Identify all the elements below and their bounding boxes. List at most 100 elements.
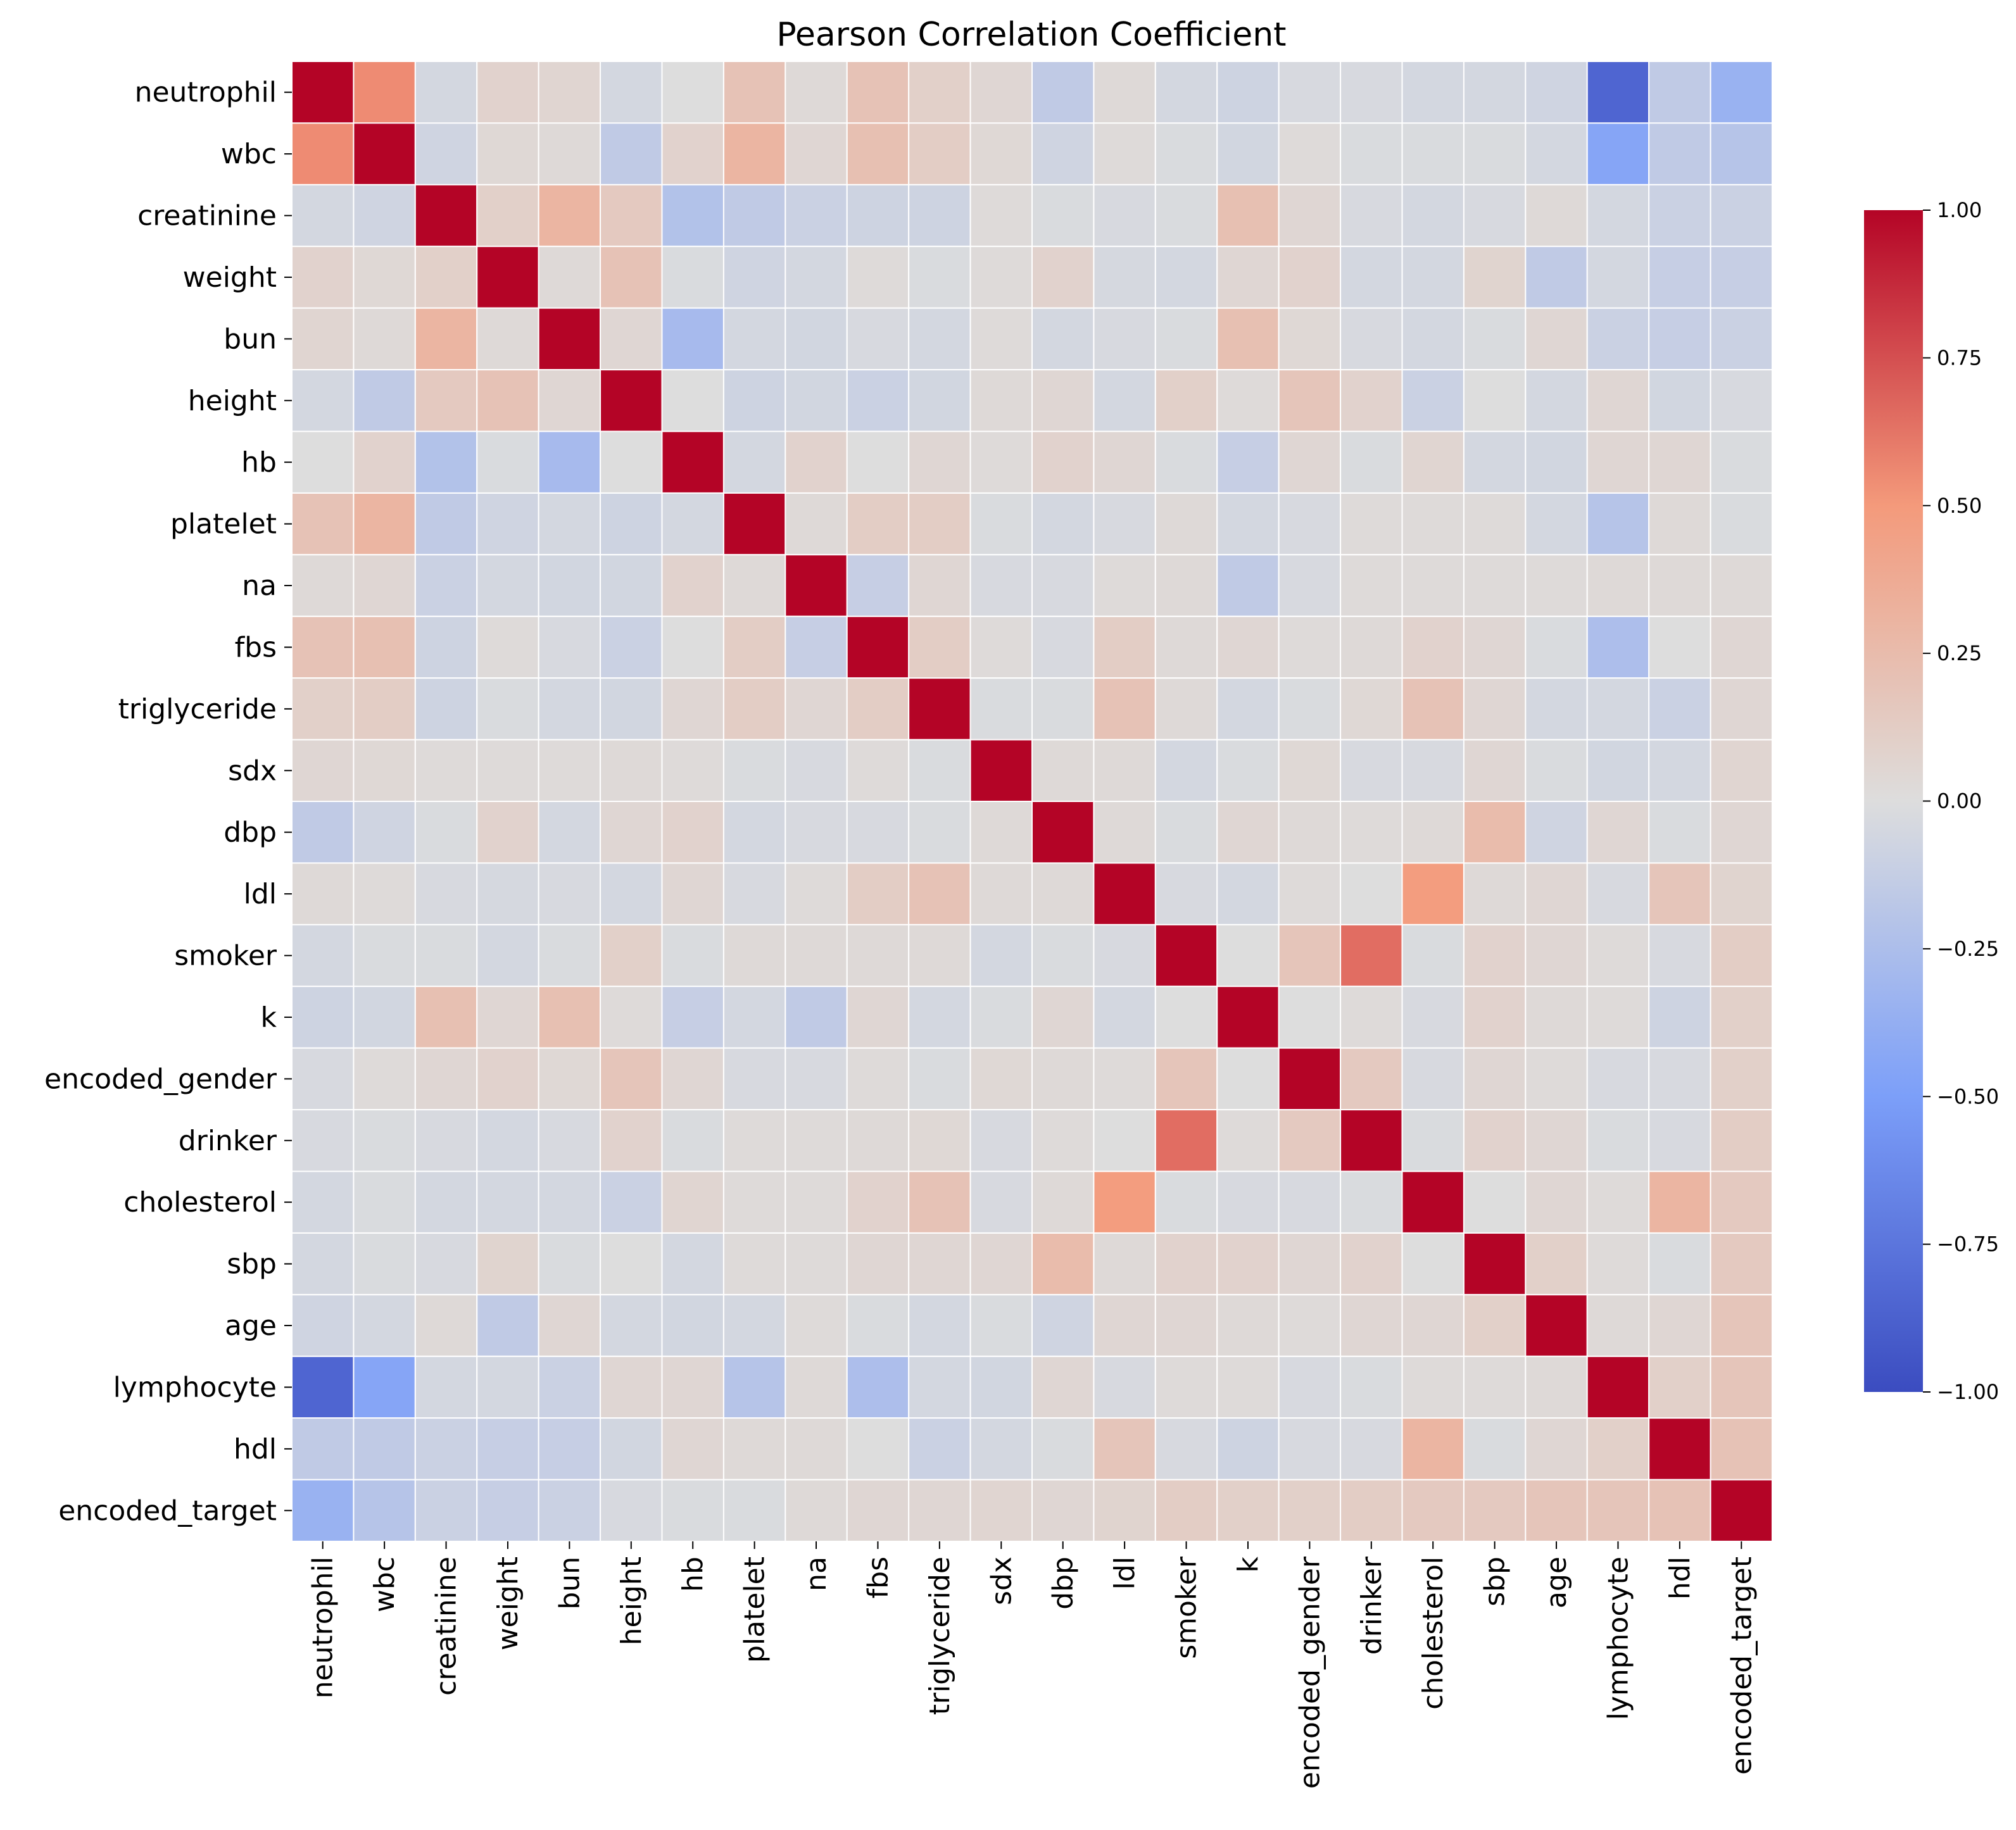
heatmap-cell-encoded_target-sbp bbox=[1463, 1479, 1527, 1543]
heatmap-cell-ldl-hdl bbox=[1648, 862, 1711, 925]
heatmap-cell-bun-sdx bbox=[969, 307, 1033, 371]
row-label-dbp: dbp bbox=[224, 817, 277, 849]
heatmap-cell-creatinine-hdl bbox=[1648, 184, 1711, 248]
row-labels: neutrophil wbc creatinine weight bun height hb… bbox=[44, 77, 292, 1527]
heatmap-cell-drinker-triglyceride bbox=[908, 1109, 971, 1172]
heatmap-cell-hdl-ldl bbox=[1093, 1417, 1156, 1481]
row-label-sbp: sbp bbox=[227, 1248, 277, 1281]
heatmap-cell-weight-encoded_target bbox=[1710, 246, 1773, 309]
heatmap-cell-age-wbc bbox=[353, 1294, 416, 1357]
heatmap-cell-na-hdl bbox=[1648, 554, 1711, 617]
row-label-sdx: sdx bbox=[228, 755, 277, 787]
heatmap-cell-na-creatinine bbox=[414, 554, 478, 617]
column-label-encoded_target: encoded_target bbox=[1725, 1557, 1758, 1775]
colorbar-tick-label: 0.00 bbox=[1937, 789, 1982, 813]
heatmap-cell-drinker-fbs bbox=[846, 1109, 910, 1172]
heatmap-cell-k-encoded_target bbox=[1710, 986, 1773, 1049]
heatmap-cell-bun-hdl bbox=[1648, 307, 1711, 371]
heatmap-cell-height-ldl bbox=[1093, 369, 1156, 432]
heatmap-cell-lymphocyte-encoded_target bbox=[1710, 1355, 1773, 1419]
heatmap-cell-creatinine-lymphocyte bbox=[1586, 184, 1650, 248]
heatmap-cell-dbp-encoded_target bbox=[1710, 801, 1773, 864]
heatmap-cell-hb-dbp bbox=[1031, 430, 1095, 494]
heatmap-cell-ldl-triglyceride bbox=[908, 862, 971, 925]
heatmap-cell-wbc-hdl bbox=[1648, 122, 1711, 185]
row-label-drinker: drinker bbox=[179, 1125, 277, 1157]
heatmap-cell-weight-encoded_gender bbox=[1278, 246, 1342, 309]
heatmap-cell-ldl-dbp bbox=[1031, 862, 1095, 925]
heatmap-cell-cholesterol-encoded_target bbox=[1710, 1170, 1773, 1234]
heatmap-cell-encoded_gender-drinker bbox=[1340, 1047, 1403, 1111]
heatmap-cell-encoded_gender-encoded_target bbox=[1710, 1047, 1773, 1111]
column-label-wbc: wbc bbox=[369, 1557, 401, 1612]
colorbar-ticks: 1.00 0.75 0.50 0.25 0.00 −0.25 −0.50 −0.75 −1.00 bbox=[1923, 198, 1999, 1404]
heatmap-cell-triglyceride-smoker bbox=[1154, 677, 1218, 741]
heatmap-cell-encoded_target-neutrophil bbox=[291, 1479, 355, 1543]
heatmap-cell-weight-drinker bbox=[1340, 246, 1403, 309]
heatmap-cell-smoker-na bbox=[784, 924, 848, 987]
heatmap-cell-neutrophil-platelet bbox=[722, 61, 786, 124]
row-label-wbc: wbc bbox=[221, 138, 277, 170]
heatmap-cell-lymphocyte-na bbox=[784, 1355, 848, 1419]
heatmap-cell-bun-weight bbox=[476, 307, 539, 371]
heatmap-cell-age-encoded_gender bbox=[1278, 1294, 1342, 1357]
heatmap-cell-height-k bbox=[1216, 369, 1280, 432]
heatmap-cell-k-smoker bbox=[1154, 986, 1218, 1049]
heatmap-cell-smoker-ldl bbox=[1093, 924, 1156, 987]
heatmap-cell-bun-hb bbox=[661, 307, 724, 371]
heatmap-cell-sbp-age bbox=[1525, 1232, 1588, 1296]
heatmap-cell-height-encoded_gender bbox=[1278, 369, 1342, 432]
heatmap-cell-sbp-hdl bbox=[1648, 1232, 1711, 1296]
heatmap-cell-dbp-drinker bbox=[1340, 801, 1403, 864]
heatmap-cell-sdx-ldl bbox=[1093, 739, 1156, 802]
heatmap-cell-k-triglyceride bbox=[908, 986, 971, 1049]
heatmap-cell-fbs-sdx bbox=[969, 615, 1033, 679]
row-label-hdl: hdl bbox=[234, 1433, 277, 1465]
heatmap-cell-weight-ldl bbox=[1093, 246, 1156, 309]
heatmap-cell-ldl-encoded_target bbox=[1710, 862, 1773, 925]
heatmap-cell-creatinine-sbp bbox=[1463, 184, 1527, 248]
heatmap-cell-age-hdl bbox=[1648, 1294, 1711, 1357]
heatmap-cell-sbp-hb bbox=[661, 1232, 724, 1296]
heatmap-cell-weight-triglyceride bbox=[908, 246, 971, 309]
heatmap-cell-encoded_gender-cholesterol bbox=[1401, 1047, 1465, 1111]
heatmap-cell-drinker-height bbox=[600, 1109, 663, 1172]
row-label-triglyceride: triglyceride bbox=[118, 693, 277, 725]
heatmap-cell-creatinine-bun bbox=[538, 184, 602, 248]
heatmap-cell-drinker-neutrophil bbox=[291, 1109, 355, 1172]
heatmap-cell-height-height bbox=[600, 369, 663, 432]
heatmap-cell-smoker-fbs bbox=[846, 924, 910, 987]
heatmap-cell-hdl-encoded_target bbox=[1710, 1417, 1773, 1481]
heatmap-cell-drinker-encoded_target bbox=[1710, 1109, 1773, 1172]
row-label-fbs: fbs bbox=[235, 631, 277, 663]
heatmap-cell-encoded_gender-hb bbox=[661, 1047, 724, 1111]
heatmap-cell-age-na bbox=[784, 1294, 848, 1357]
heatmap-cell-wbc-wbc bbox=[353, 122, 416, 185]
heatmap-cell-smoker-triglyceride bbox=[908, 924, 971, 987]
heatmap-cell-sbp-sdx bbox=[969, 1232, 1033, 1296]
heatmap-cell-wbc-k bbox=[1216, 122, 1280, 185]
heatmap-cell-neutrophil-creatinine bbox=[414, 61, 478, 124]
heatmap-cell-age-age bbox=[1525, 1294, 1588, 1357]
heatmap-cell-ldl-ldl bbox=[1093, 862, 1156, 925]
heatmap-cell-ldl-drinker bbox=[1340, 862, 1403, 925]
heatmap-cell-weight-wbc bbox=[353, 246, 416, 309]
heatmap-cell-neutrophil-encoded_target bbox=[1710, 61, 1773, 124]
heatmap-cell-fbs-cholesterol bbox=[1401, 615, 1465, 679]
heatmap-cell-sbp-encoded_target bbox=[1710, 1232, 1773, 1296]
heatmap-cell-neutrophil-weight bbox=[476, 61, 539, 124]
heatmap-cell-na-age bbox=[1525, 554, 1588, 617]
row-label-platelet: platelet bbox=[170, 508, 277, 541]
heatmap-cell-creatinine-encoded_gender bbox=[1278, 184, 1342, 248]
heatmap-cell-encoded_target-hb bbox=[661, 1479, 724, 1543]
heatmap-cell-platelet-drinker bbox=[1340, 492, 1403, 556]
heatmap-cell-drinker-wbc bbox=[353, 1109, 416, 1172]
heatmap-cell-bun-drinker bbox=[1340, 307, 1403, 371]
heatmap-cell-hb-cholesterol bbox=[1401, 430, 1465, 494]
heatmap-cell-wbc-creatinine bbox=[414, 122, 478, 185]
colorbar bbox=[1864, 210, 1923, 1392]
heatmap-cell-hb-hdl bbox=[1648, 430, 1711, 494]
heatmap-cell-lymphocyte-triglyceride bbox=[908, 1355, 971, 1419]
heatmap-cell-encoded_gender-ldl bbox=[1093, 1047, 1156, 1111]
heatmap-cell-ldl-sdx bbox=[969, 862, 1033, 925]
